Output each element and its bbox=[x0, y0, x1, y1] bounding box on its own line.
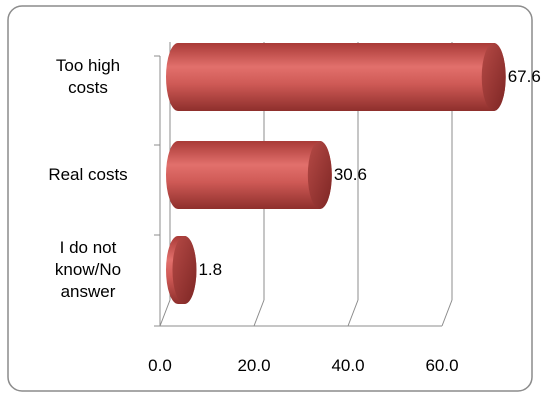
category-label-line: Real costs bbox=[48, 165, 128, 184]
floor-line bbox=[347, 299, 359, 327]
data-label: 1.8 bbox=[198, 260, 223, 279]
x-tick-label: 20.0 bbox=[237, 356, 271, 375]
floor-line bbox=[441, 299, 453, 327]
bar-body bbox=[166, 43, 506, 111]
floor-line bbox=[253, 299, 265, 327]
x-tick-label: 0.0 bbox=[148, 356, 172, 375]
x-tick-label: 40.0 bbox=[331, 356, 365, 375]
bar-cap bbox=[481, 43, 506, 111]
bar bbox=[166, 43, 506, 111]
category-label: I do not know/No answer bbox=[28, 237, 148, 303]
data-label: 67.6 bbox=[507, 67, 541, 86]
category-label-line: know/No bbox=[54, 260, 122, 279]
bar bbox=[166, 236, 197, 304]
category-label-line: answer bbox=[60, 282, 116, 301]
x-tick-label: 60.0 bbox=[425, 356, 459, 375]
floor-line bbox=[159, 299, 171, 327]
bar-body bbox=[166, 141, 332, 209]
bar-cap bbox=[172, 236, 197, 304]
category-label-line: costs bbox=[68, 78, 108, 97]
category-label-line: Too high bbox=[55, 56, 121, 75]
category-label: Real costs bbox=[28, 164, 148, 186]
bar bbox=[166, 141, 332, 209]
data-label: 30.6 bbox=[333, 165, 367, 184]
bar-cap bbox=[307, 141, 332, 209]
category-label-line: I do not bbox=[59, 238, 117, 257]
category-label: Too high costs bbox=[28, 55, 148, 99]
